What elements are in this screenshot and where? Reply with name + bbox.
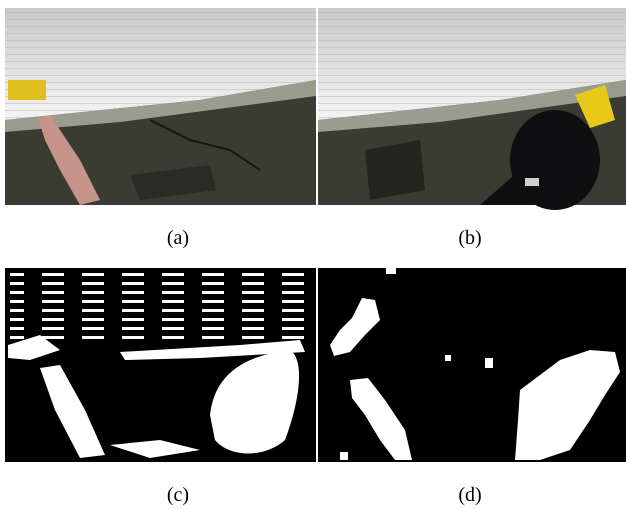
figure-images — [0, 0, 626, 509]
image-b — [318, 8, 626, 210]
caption: (b) — [430, 227, 510, 250]
caption: (a) — [138, 227, 218, 250]
caption: (d) — [430, 484, 510, 507]
image-c — [5, 268, 316, 462]
image-d — [318, 268, 626, 462]
image-a — [5, 8, 316, 205]
caption: (c) — [138, 484, 218, 507]
figure-page: (a) (b) (c) (d) (() => { const data = JS… — [0, 0, 626, 509]
